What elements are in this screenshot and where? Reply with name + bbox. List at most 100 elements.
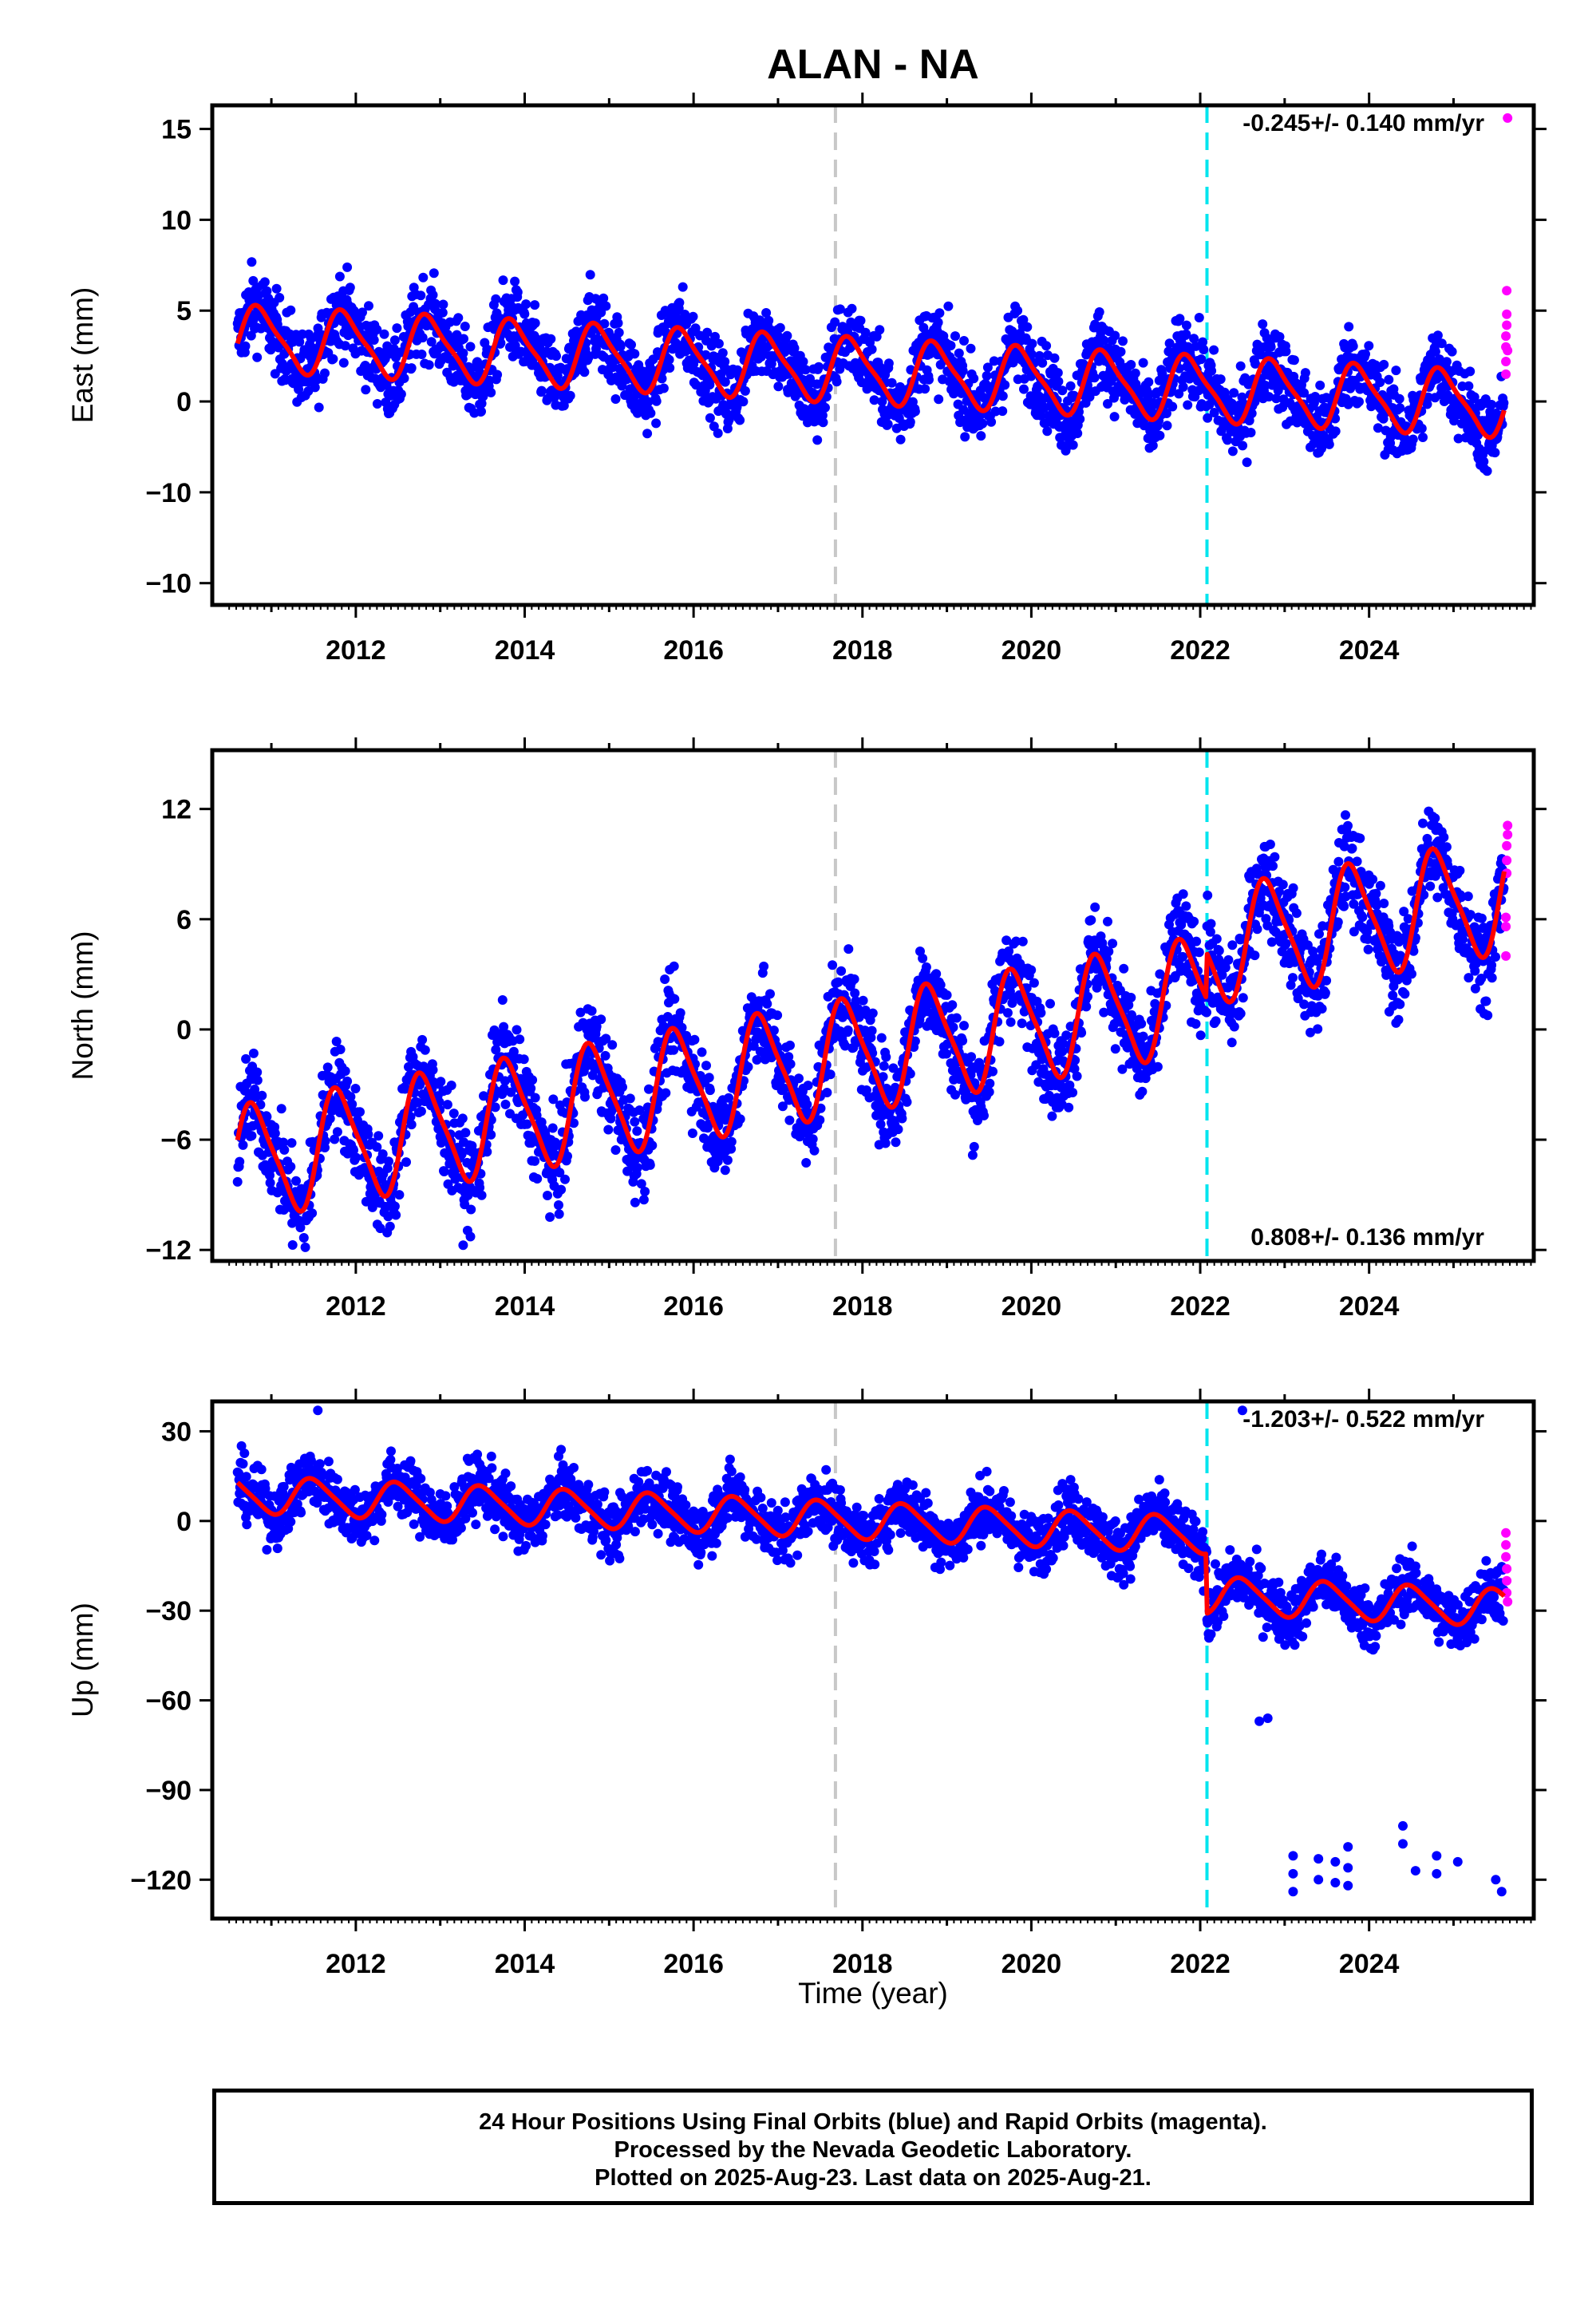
data-point (775, 322, 785, 333)
data-point (579, 367, 590, 377)
data-point (417, 1034, 428, 1045)
data-point (835, 1026, 845, 1037)
data-point (527, 1075, 538, 1085)
data-point (630, 1197, 640, 1207)
data-point (1300, 368, 1310, 378)
data-point (347, 1099, 358, 1109)
data-point (657, 373, 667, 384)
data-point (1101, 954, 1112, 964)
data-point (893, 1124, 903, 1135)
x-tick-label: 2024 (1339, 635, 1400, 666)
data-point (458, 1240, 468, 1251)
data-point (1130, 368, 1140, 378)
data-point (1274, 332, 1285, 342)
data-point (875, 325, 885, 335)
data-point (1068, 440, 1078, 450)
data-point (392, 323, 402, 334)
data-point (709, 421, 719, 432)
data-point (1099, 1007, 1109, 1018)
data-point (990, 406, 1001, 417)
data-point (1229, 1022, 1239, 1032)
data-point (905, 417, 915, 427)
data-point (247, 257, 257, 267)
data-point (401, 1157, 411, 1168)
data-point (349, 1145, 358, 1156)
data-point (465, 342, 476, 352)
data-point (328, 354, 338, 364)
data-point (1209, 345, 1219, 355)
data-point (491, 294, 501, 304)
data-point (820, 402, 830, 413)
y-tick-label: −10 (145, 478, 192, 508)
data-point (1501, 369, 1511, 379)
data-point (1191, 1019, 1201, 1029)
data-point (705, 380, 715, 390)
data-point (279, 1137, 289, 1148)
data-point (340, 1066, 350, 1077)
x-tick-label: 2014 (495, 635, 555, 666)
data-point (1503, 113, 1513, 123)
data-point (1434, 354, 1444, 365)
data-point (675, 1008, 685, 1018)
data-point (801, 1158, 812, 1168)
data-point (860, 327, 871, 338)
data-point (867, 344, 877, 354)
data-point (446, 1081, 456, 1090)
data-point (883, 358, 894, 369)
data-point (345, 283, 355, 293)
data-point (647, 1140, 658, 1151)
data-point (687, 1128, 697, 1138)
data-point (491, 1045, 501, 1055)
data-point (499, 1022, 509, 1032)
final-orbit-points-north (232, 806, 1509, 1252)
data-point (1250, 951, 1260, 961)
data-point (887, 377, 897, 388)
data-point (1094, 307, 1104, 317)
data-point (270, 1128, 280, 1139)
data-point (1418, 433, 1428, 442)
data-point (1104, 947, 1114, 957)
data-point (803, 1081, 813, 1091)
data-point (1289, 355, 1299, 366)
data-point (322, 1062, 333, 1073)
data-point (1194, 313, 1204, 322)
data-point (1064, 1102, 1074, 1113)
data-point (508, 1046, 519, 1057)
data-point (1264, 392, 1274, 402)
data-point (677, 1022, 687, 1033)
data-point (1281, 346, 1291, 357)
data-point (724, 1093, 734, 1103)
data-point (560, 1174, 570, 1184)
data-point (966, 1052, 977, 1062)
data-point (690, 323, 701, 334)
data-point (954, 348, 964, 358)
data-point (720, 357, 730, 367)
data-point (457, 1113, 468, 1124)
data-point (287, 1240, 298, 1250)
data-point (705, 413, 715, 423)
data-point (384, 1156, 393, 1167)
data-point (843, 944, 854, 954)
data-point (942, 1049, 951, 1059)
data-point (252, 1075, 263, 1085)
data-point (530, 1093, 540, 1103)
data-point (1315, 380, 1325, 390)
data-point (1206, 919, 1216, 929)
data-point (291, 1176, 301, 1186)
data-point (330, 1134, 340, 1144)
data-point (298, 1233, 309, 1243)
data-point (626, 340, 636, 350)
data-point (1026, 965, 1037, 975)
data-point (881, 1052, 891, 1062)
data-point (1235, 361, 1246, 371)
data-point (1002, 1008, 1013, 1018)
data-point (430, 298, 440, 309)
data-point (1242, 457, 1252, 468)
data-point (982, 362, 993, 373)
data-point (1479, 456, 1489, 467)
data-point (1250, 358, 1260, 369)
data-point (1042, 426, 1053, 437)
data-point (587, 1006, 597, 1016)
data-point (1005, 1017, 1016, 1027)
